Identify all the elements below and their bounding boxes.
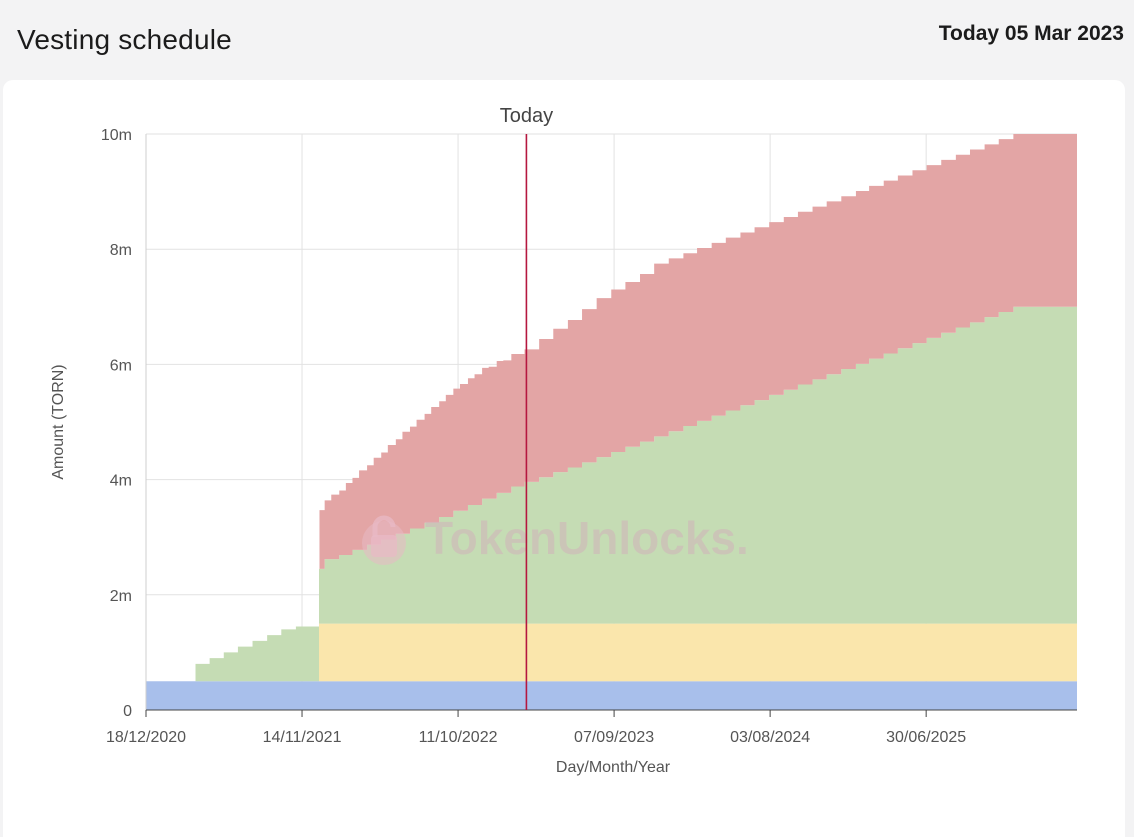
chart-card: TokenUnlocks. 0 2m 4m 6m 8m 10m 18/12/2020 14/1… [3,80,1125,837]
today-marker-label: Today [500,105,553,127]
x-axis-label: Day/Month/Year [556,759,671,776]
series-area-0 [146,681,1077,710]
x-tick-label: 03/08/2024 [730,729,810,746]
watermark: TokenUnlocks. [362,512,749,565]
axes: 0 2m 4m 6m 8m 10m 18/12/2020 14/11/2021 11/10/20… [101,127,1077,746]
y-tick-label: 6m [110,357,132,374]
vesting-chart: TokenUnlocks. 0 2m 4m 6m 8m 10m 18/12/2020 14/1… [50,105,1077,776]
y-tick-label: 0 [123,703,132,720]
x-tick-label: 11/10/2022 [419,729,498,746]
today-marker: Today [500,105,553,710]
y-tick-label: 8m [110,242,132,259]
x-tick-label: 07/09/2023 [574,729,654,746]
x-tick-label: 14/11/2021 [263,729,342,746]
page-title: Vesting schedule [17,24,232,55]
y-tick-label: 2m [110,588,132,605]
x-tick-label: 30/06/2025 [886,729,966,746]
watermark-text: TokenUnlocks. [425,512,749,564]
lock-icon [362,515,406,565]
series-areas [146,134,1077,710]
series-area-2 [146,306,1077,682]
y-tick-label: 10m [101,127,132,144]
series-area-1 [146,623,1077,682]
y-axis-label: Amount (TORN) [50,364,67,479]
y-tick-label: 4m [110,473,132,490]
today-date-label: Today 05 Mar 2023 [938,22,1124,45]
x-tick-label: 18/12/2020 [106,729,186,746]
